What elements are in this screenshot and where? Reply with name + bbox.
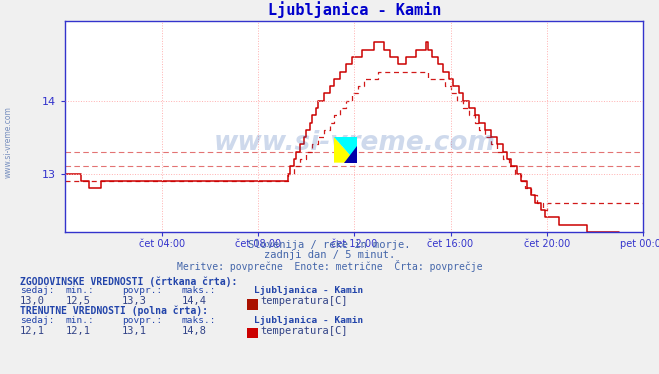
Text: povpr.:: povpr.:	[122, 316, 162, 325]
Text: 12,5: 12,5	[66, 296, 91, 306]
Text: min.:: min.:	[66, 316, 95, 325]
Text: maks.:: maks.:	[181, 316, 215, 325]
Text: 13,0: 13,0	[20, 296, 45, 306]
Text: maks.:: maks.:	[181, 286, 215, 295]
Text: 12,1: 12,1	[66, 326, 91, 336]
Text: www.si-vreme.com: www.si-vreme.com	[3, 106, 13, 178]
Text: TRENUTNE VREDNOSTI (polna črta):: TRENUTNE VREDNOSTI (polna črta):	[20, 306, 208, 316]
Text: 13,1: 13,1	[122, 326, 147, 336]
Text: 12,1: 12,1	[20, 326, 45, 336]
Text: www.si-vreme.com: www.si-vreme.com	[214, 130, 495, 156]
Text: temperatura[C]: temperatura[C]	[260, 296, 348, 306]
Text: povpr.:: povpr.:	[122, 286, 162, 295]
Polygon shape	[345, 146, 357, 163]
Polygon shape	[334, 137, 357, 163]
Text: Ljubljanica - Kamin: Ljubljanica - Kamin	[254, 316, 363, 325]
Text: sedaj:: sedaj:	[20, 286, 54, 295]
Text: sedaj:: sedaj:	[20, 316, 54, 325]
Text: 14,4: 14,4	[181, 296, 206, 306]
Text: zadnji dan / 5 minut.: zadnji dan / 5 minut.	[264, 250, 395, 260]
Text: Ljubljanica - Kamin: Ljubljanica - Kamin	[254, 286, 363, 295]
Text: 13,3: 13,3	[122, 296, 147, 306]
Text: ZGODOVINSKE VREDNOSTI (črtkana črta):: ZGODOVINSKE VREDNOSTI (črtkana črta):	[20, 276, 237, 286]
Text: temperatura[C]: temperatura[C]	[260, 326, 348, 336]
Text: Slovenija / reke in morje.: Slovenija / reke in morje.	[248, 240, 411, 250]
Title: Ljubljanica - Kamin: Ljubljanica - Kamin	[268, 1, 441, 18]
Text: min.:: min.:	[66, 286, 95, 295]
Text: Meritve: povprečne  Enote: metrične  Črta: povprečje: Meritve: povprečne Enote: metrične Črta:…	[177, 260, 482, 272]
Text: 14,8: 14,8	[181, 326, 206, 336]
Polygon shape	[334, 137, 357, 163]
